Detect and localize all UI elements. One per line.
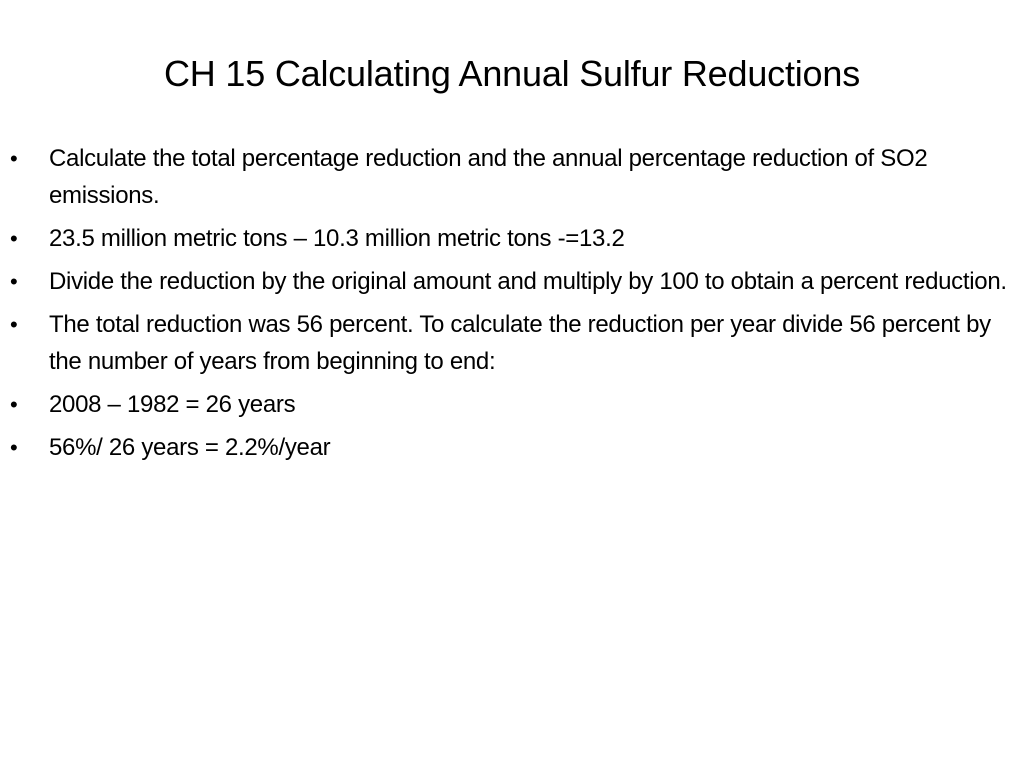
bullet-icon: • xyxy=(10,226,18,251)
bullet-item-2: • 23.5 million metric tons – 10.3 millio… xyxy=(10,220,1015,257)
bullet-icon: • xyxy=(10,269,18,294)
bullet-list: • Calculate the total percentage reducti… xyxy=(10,140,1015,472)
bullet-text-4: The total reduction was 56 percent. To c… xyxy=(49,311,991,375)
bullet-icon: • xyxy=(10,435,18,460)
bullet-icon: • xyxy=(10,392,18,417)
bullet-text-5: 2008 – 1982 = 26 years xyxy=(49,391,296,418)
bullet-item-6: • 56%/ 26 years = 2.2%/year xyxy=(10,429,1015,466)
slide-title: CH 15 Calculating Annual Sulfur Reductio… xyxy=(163,53,860,94)
bullet-icon: • xyxy=(10,146,18,171)
bullet-item-4: • The total reduction was 56 percent. To… xyxy=(10,306,1015,380)
bullet-text-6: 56%/ 26 years = 2.2%/year xyxy=(49,434,331,461)
bullet-item-5: • 2008 – 1982 = 26 years xyxy=(10,386,1015,423)
bullet-item-1: • Calculate the total percentage reducti… xyxy=(10,140,1015,214)
bullet-text-3: Divide the reduction by the original amo… xyxy=(49,268,1007,295)
bullet-item-3: • Divide the reduction by the original a… xyxy=(10,263,1015,300)
bullet-text-2: 23.5 million metric tons – 10.3 million … xyxy=(49,225,625,252)
bullet-text-1: Calculate the total percentage reduction… xyxy=(49,145,928,209)
bullet-icon: • xyxy=(10,312,18,337)
